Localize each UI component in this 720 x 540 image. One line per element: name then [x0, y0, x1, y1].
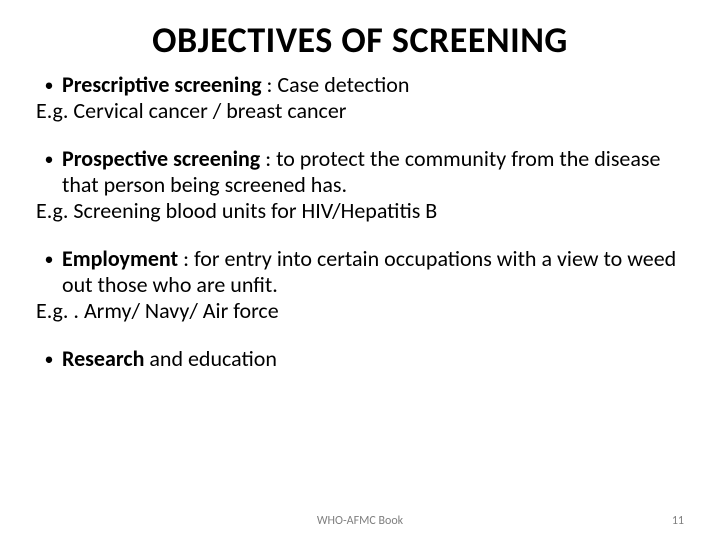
footer-page-number: 11 [672, 514, 684, 528]
bullet-heading: Prospective screening [62, 145, 265, 172]
footer-source: WHO-AFMC Book [0, 514, 720, 528]
slide: OBJECTIVES OF SCREENING • Prescriptive s… [0, 0, 720, 540]
bullet-desc: and education [144, 345, 277, 372]
bullet-dot-icon: • [36, 246, 62, 272]
bullet-row: • Prescriptive screening : Case detectio… [36, 72, 684, 98]
bullet-text: Research and education [62, 346, 684, 372]
bullet-block: • Research and education [36, 346, 684, 372]
bullet-text: Prospective screening : to protect the c… [62, 146, 684, 198]
bullet-row: • Research and education [36, 346, 684, 372]
example-line: E.g. . Army/ Navy/ Air force [36, 298, 684, 324]
bullet-dot-icon: • [36, 72, 62, 98]
slide-title: OBJECTIVES OF SCREENING [0, 0, 720, 72]
bullet-dot-icon: • [36, 346, 62, 372]
example-line: E.g. Screening blood units for HIV/Hepat… [36, 198, 684, 224]
bullet-heading: Research [62, 345, 144, 372]
bullet-heading: Prescriptive screening [62, 71, 262, 98]
bullet-row: • Prospective screening : to protect the… [36, 146, 684, 198]
bullet-text: Prescriptive screening : Case detection [62, 72, 684, 98]
bullet-desc: : Case detection [262, 71, 410, 98]
bullet-block: • Prospective screening : to protect the… [36, 146, 684, 224]
slide-body: • Prescriptive screening : Case detectio… [0, 72, 720, 372]
bullet-block: • Prescriptive screening : Case detectio… [36, 72, 684, 124]
bullet-block: • Employment : for entry into certain oc… [36, 246, 684, 324]
bullet-row: • Employment : for entry into certain oc… [36, 246, 684, 298]
bullet-dot-icon: • [36, 146, 62, 172]
bullet-text: Employment : for entry into certain occu… [62, 246, 684, 298]
example-line: E.g. Cervical cancer / breast cancer [36, 98, 684, 124]
bullet-heading: Employment [62, 245, 178, 272]
